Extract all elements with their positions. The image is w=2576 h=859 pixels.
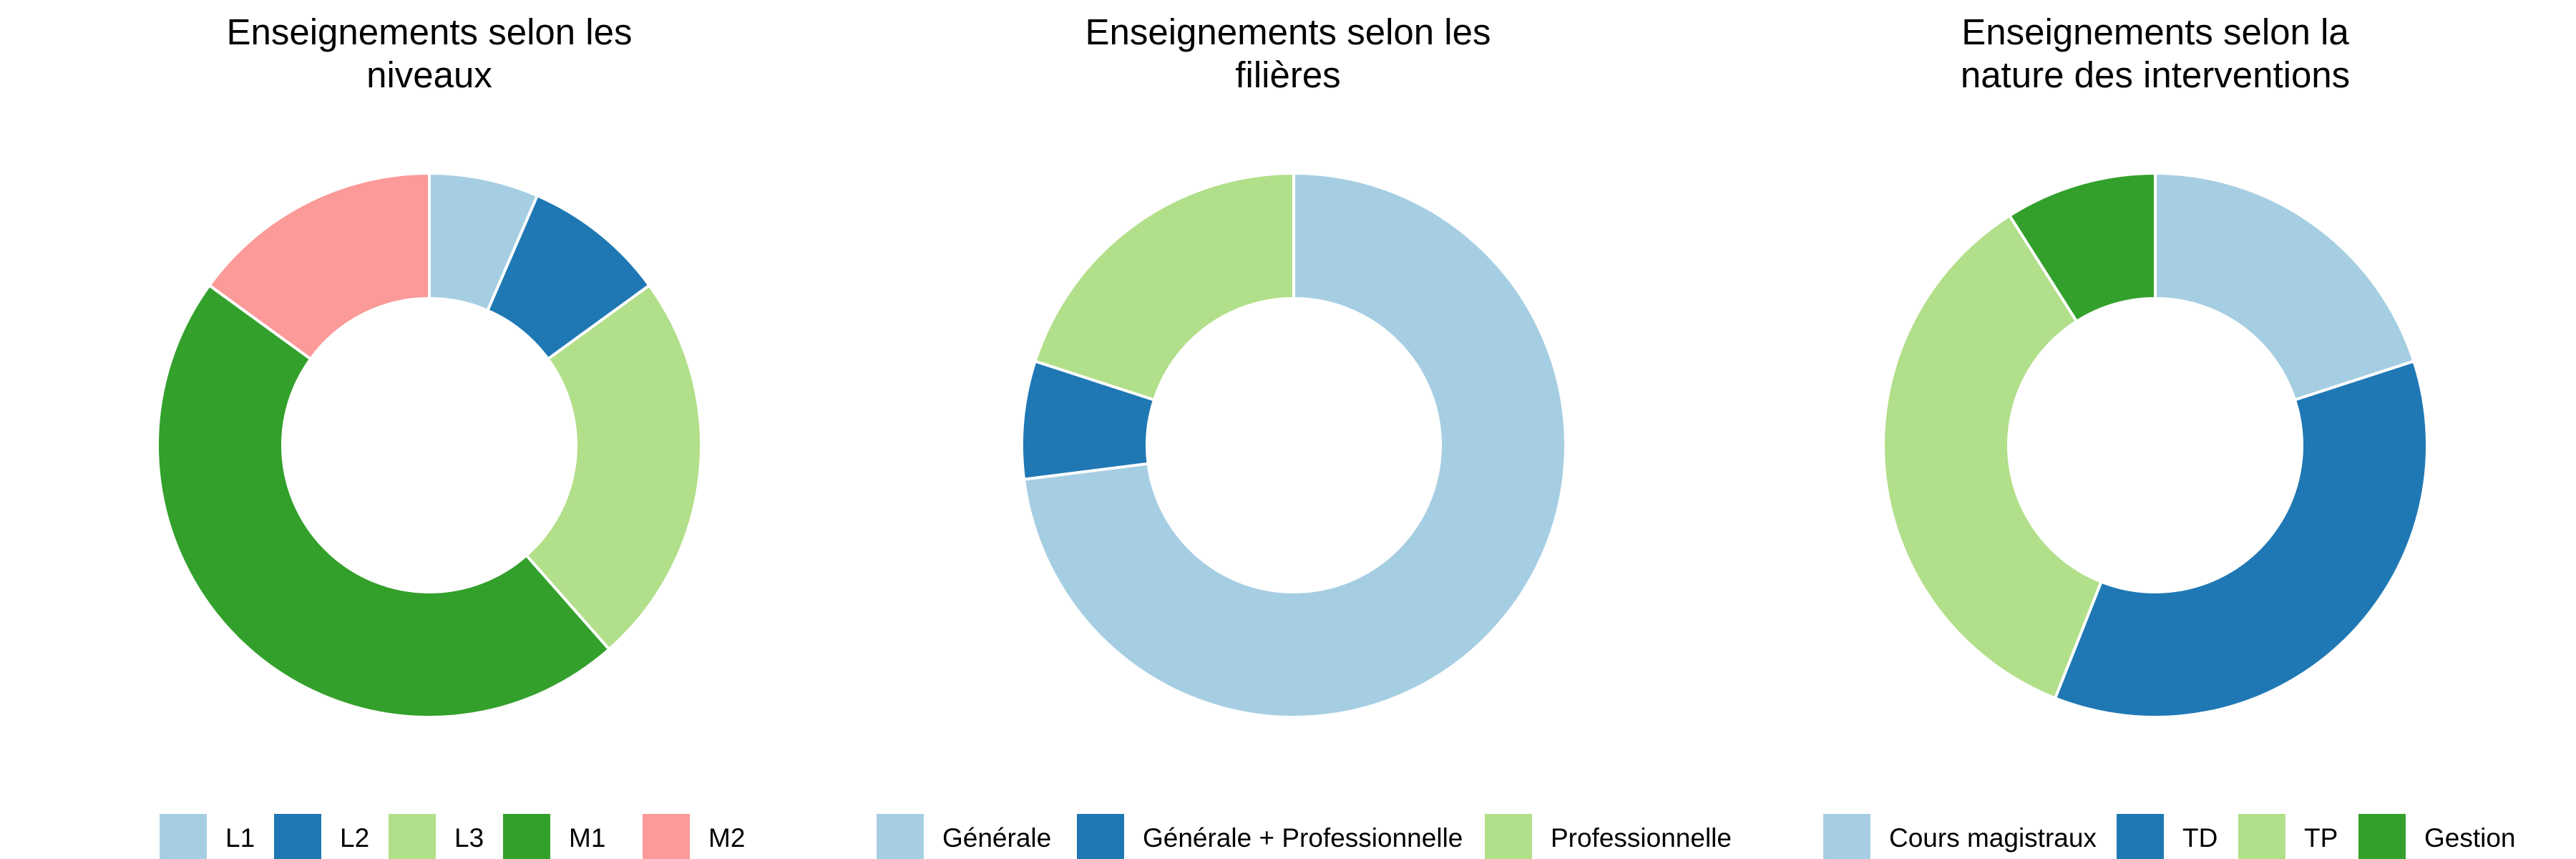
legend-swatch <box>1077 814 1124 859</box>
slice-m2 <box>208 172 431 361</box>
legend-swatch <box>1823 814 1870 859</box>
slice-tp <box>1882 214 2103 700</box>
legend-label: L3 <box>454 823 484 853</box>
legend-tracks: Générale Générale + Professionnelle Profes… <box>877 814 1732 859</box>
legend-swatch <box>2117 814 2164 859</box>
legend-label: Professionnelle <box>1551 823 1732 853</box>
chart-title-line-2: nature des interventions <box>1961 54 2350 95</box>
legend-swatch <box>2238 814 2285 859</box>
legend-swatch <box>274 814 321 859</box>
legend-swatch <box>160 814 207 859</box>
legend-item-professionnelle: Professionnelle <box>1485 814 1732 859</box>
legend-label: TD <box>2182 823 2218 853</box>
chart-title-line-1: Enseignements selon la <box>1961 11 2349 52</box>
slice-l3 <box>525 283 703 651</box>
legend-swatch <box>877 814 924 859</box>
legend-item-m2: M2 <box>643 814 745 859</box>
legend-item-tp: TP <box>2238 814 2338 859</box>
legend-item-generale-professionnelle: Générale + Professionnelle <box>1077 814 1463 859</box>
chart-title-line-1: Enseignements selon les <box>1085 11 1491 52</box>
legend-label: M1 <box>569 823 605 853</box>
legend-label: L1 <box>225 823 255 853</box>
legend-levels: L1 L2 L3 M1 M2 <box>160 814 745 859</box>
legend-swatch <box>643 814 690 859</box>
slice-cours-magistraux <box>2154 172 2416 402</box>
chart-title-line-1: Enseignements selon les <box>226 11 632 52</box>
legend-item-l1: L1 <box>160 814 255 859</box>
legend-label: TP <box>2304 823 2338 853</box>
legend-item-m1: M1 <box>503 814 605 859</box>
legend-item-td: TD <box>2117 814 2218 859</box>
donut-tracks <box>1020 172 1568 719</box>
chart-panel-interventions: Enseignements selon la nature des interv… <box>1823 11 2516 859</box>
chart-panel-levels: Enseignements selon les niveaux L1 L2 L3 M1… <box>155 11 745 859</box>
legend-label: Gestion <box>2424 823 2516 853</box>
legend-label: Générale + Professionnelle <box>1143 823 1463 853</box>
legend-item-l3: L3 <box>389 814 484 859</box>
slice-generale <box>1023 172 1568 719</box>
legend-swatch <box>1485 814 1532 859</box>
legend-label: Cours magistraux <box>1889 823 2097 853</box>
slice-professionnelle <box>1033 172 1295 402</box>
slice-m1 <box>155 283 611 719</box>
legend-item-cours-magistraux: Cours magistraux <box>1823 814 2097 859</box>
legend-interventions: Cours magistraux TD TP Gestion <box>1823 814 2516 859</box>
slice-gestion <box>2008 172 2157 323</box>
legend-swatch <box>389 814 436 859</box>
legend-label: L2 <box>340 823 369 853</box>
donut-interventions <box>1882 172 2429 719</box>
legend-item-gestion: Gestion <box>2358 814 2516 859</box>
legend-item-generale: Générale <box>877 814 1051 859</box>
donut-levels <box>155 172 703 719</box>
legend-label: M2 <box>708 823 745 853</box>
chart-panel-tracks: Enseignements selon les filières Général… <box>877 11 1732 859</box>
slice-td <box>2054 359 2429 719</box>
legend-swatch <box>503 814 550 859</box>
legend-label: Générale <box>942 823 1051 853</box>
legend-item-l2: L2 <box>274 814 369 859</box>
legend-swatch <box>2358 814 2406 859</box>
chart-title-line-2: filières <box>1235 54 1340 95</box>
chart-title-line-2: niveaux <box>366 54 492 95</box>
